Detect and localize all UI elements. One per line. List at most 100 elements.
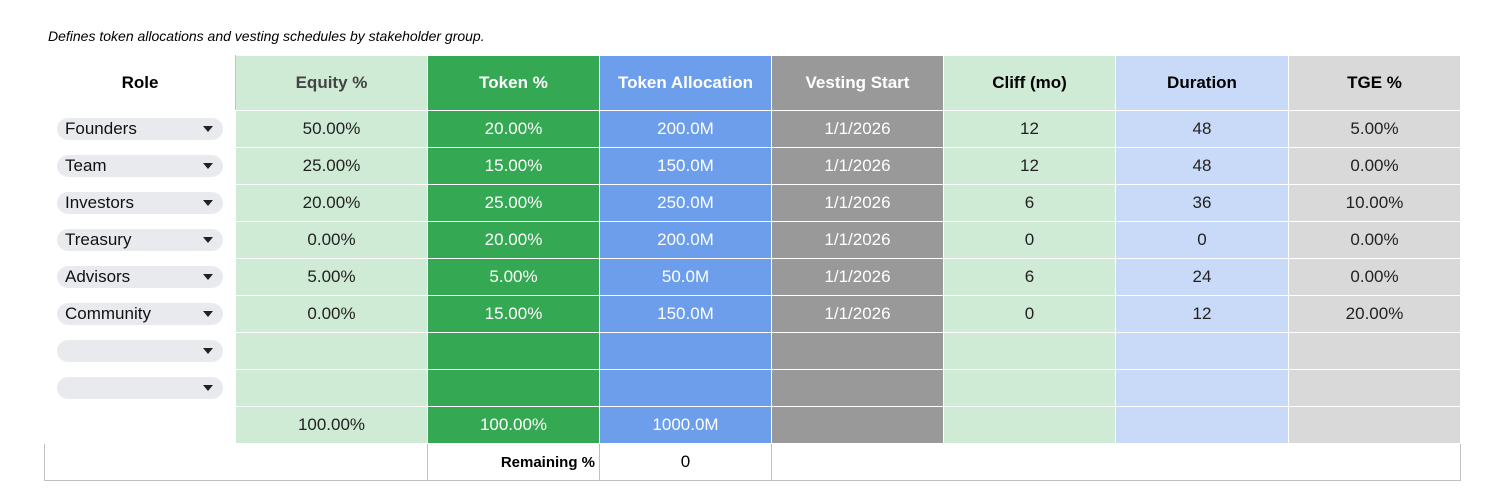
empty-cell bbox=[44, 369, 236, 407]
role-dropdown[interactable]: Investors bbox=[57, 192, 223, 214]
data-cell: 0 bbox=[943, 221, 1116, 259]
header-cell: Vesting Start bbox=[771, 55, 944, 111]
header-cell: Duration bbox=[1115, 55, 1289, 111]
header-cell: Equity % bbox=[235, 55, 428, 111]
dropdown-arrow bbox=[203, 311, 213, 317]
data-cell: 10.00% bbox=[1288, 184, 1461, 222]
empty-cell bbox=[44, 406, 236, 444]
data-cell: 1/1/2026 bbox=[771, 295, 944, 333]
empty-cell bbox=[771, 369, 944, 407]
empty-cell bbox=[771, 406, 944, 444]
data-cell: 150.0M bbox=[599, 147, 772, 185]
data-cell: 0.00% bbox=[1288, 147, 1461, 185]
data-row: Advisors 5.00% 5.00% 50.0M 1/1/2026 6 24 0.00% bbox=[44, 258, 1461, 296]
data-cell: 48 bbox=[1115, 110, 1289, 148]
role-dropdown[interactable]: Founders bbox=[57, 118, 223, 140]
data-cell: 15.00% bbox=[427, 147, 600, 185]
data-cell: 1/1/2026 bbox=[771, 147, 944, 185]
data-cell: 12 bbox=[943, 110, 1116, 148]
empty-cell bbox=[427, 369, 600, 407]
data-cell: 6 bbox=[943, 258, 1116, 296]
role-dropdown[interactable]: Advisors bbox=[57, 266, 223, 288]
empty-cell bbox=[44, 332, 236, 370]
empty-cell bbox=[1288, 332, 1461, 370]
empty-cell bbox=[1288, 369, 1461, 407]
remaining-value: 0 bbox=[599, 443, 772, 481]
dropdown-arrow bbox=[203, 200, 213, 206]
data-cell: 0.00% bbox=[235, 221, 428, 259]
header-cell: Role bbox=[44, 55, 236, 111]
empty-cell bbox=[771, 443, 1461, 481]
empty-cell bbox=[1288, 406, 1461, 444]
empty-cell bbox=[1115, 406, 1289, 444]
data-cell: 50.00% bbox=[235, 110, 428, 148]
data-cell: 1/1/2026 bbox=[771, 221, 944, 259]
role-value: Treasury bbox=[65, 230, 132, 249]
data-cell: 0.00% bbox=[1288, 221, 1461, 259]
role-cell: Founders bbox=[44, 110, 236, 148]
role-dropdown[interactable] bbox=[57, 377, 223, 399]
role-value: Investors bbox=[65, 193, 134, 212]
data-cell: 20.00% bbox=[1288, 295, 1461, 333]
data-cell: 200.0M bbox=[599, 110, 772, 148]
role-value: Advisors bbox=[65, 267, 131, 286]
empty-cell bbox=[427, 332, 600, 370]
role-dropdown[interactable]: Treasury bbox=[57, 229, 223, 251]
data-cell: 20.00% bbox=[235, 184, 428, 222]
empty-cell bbox=[1115, 369, 1289, 407]
data-cell: 5.00% bbox=[427, 258, 600, 296]
totals-row: 100.00% 100.00% 1000.0M bbox=[44, 406, 1461, 444]
role-dropdown[interactable]: Team bbox=[57, 155, 223, 177]
data-cell: 15.00% bbox=[427, 295, 600, 333]
dropdown-arrow bbox=[203, 274, 213, 280]
note: Defines token allocations and vesting sc… bbox=[48, 28, 485, 44]
data-cell: 25.00% bbox=[427, 184, 600, 222]
data-cell: 0.00% bbox=[1288, 258, 1461, 296]
header-cell: TGE % bbox=[1288, 55, 1461, 111]
dropdown-arrow bbox=[203, 126, 213, 132]
data-cell: 5.00% bbox=[1288, 110, 1461, 148]
total-cell: 100.00% bbox=[235, 406, 428, 444]
data-cell: 24 bbox=[1115, 258, 1289, 296]
data-row: Treasury 0.00% 20.00% 200.0M 1/1/2026 0 0 0.00% bbox=[44, 221, 1461, 259]
data-cell: 25.00% bbox=[235, 147, 428, 185]
data-row: Team 25.00% 15.00% 150.0M 1/1/2026 12 48 0.00% bbox=[44, 147, 1461, 185]
data-row: Community 0.00% 15.00% 150.0M 1/1/2026 0 12 20.… bbox=[44, 295, 1461, 333]
dropdown-arrow bbox=[203, 385, 213, 391]
data-row: Founders 50.00% 20.00% 200.0M 1/1/2026 12 48 5.… bbox=[44, 110, 1461, 148]
empty-cell bbox=[599, 332, 772, 370]
data-cell: 48 bbox=[1115, 147, 1289, 185]
total-cell: 1000.0M bbox=[599, 406, 772, 444]
data-cell: 50.0M bbox=[599, 258, 772, 296]
data-cell: 200.0M bbox=[599, 221, 772, 259]
data-cell: 5.00% bbox=[235, 258, 428, 296]
empty-cell bbox=[943, 406, 1116, 444]
role-cell: Community bbox=[44, 295, 236, 333]
role-dropdown[interactable] bbox=[57, 340, 223, 362]
data-cell: 6 bbox=[943, 184, 1116, 222]
header-cell: Cliff (mo) bbox=[943, 55, 1116, 111]
data-cell: 1/1/2026 bbox=[771, 258, 944, 296]
role-cell: Treasury bbox=[44, 221, 236, 259]
dropdown-arrow bbox=[203, 237, 213, 243]
role-dropdown[interactable]: Community bbox=[57, 303, 223, 325]
empty-cell bbox=[599, 369, 772, 407]
role-value: Founders bbox=[65, 119, 137, 138]
header-cell: Token % bbox=[427, 55, 600, 111]
data-cell: 12 bbox=[943, 147, 1116, 185]
header-cell: Token Allocation bbox=[599, 55, 772, 111]
data-cell: 250.0M bbox=[599, 184, 772, 222]
data-cell: 0 bbox=[1115, 221, 1289, 259]
role-cell: Advisors bbox=[44, 258, 236, 296]
empty-cell bbox=[235, 332, 428, 370]
empty-row bbox=[44, 369, 1461, 407]
data-row: Investors 20.00% 25.00% 250.0M 1/1/2026 6 36 10… bbox=[44, 184, 1461, 222]
empty-cell bbox=[235, 369, 428, 407]
role-cell: Investors bbox=[44, 184, 236, 222]
empty-cell bbox=[943, 369, 1116, 407]
role-value: Team bbox=[65, 156, 107, 175]
remaining-row: Remaining % 0 bbox=[44, 443, 1461, 481]
data-cell: 1/1/2026 bbox=[771, 184, 944, 222]
data-cell: 0.00% bbox=[235, 295, 428, 333]
